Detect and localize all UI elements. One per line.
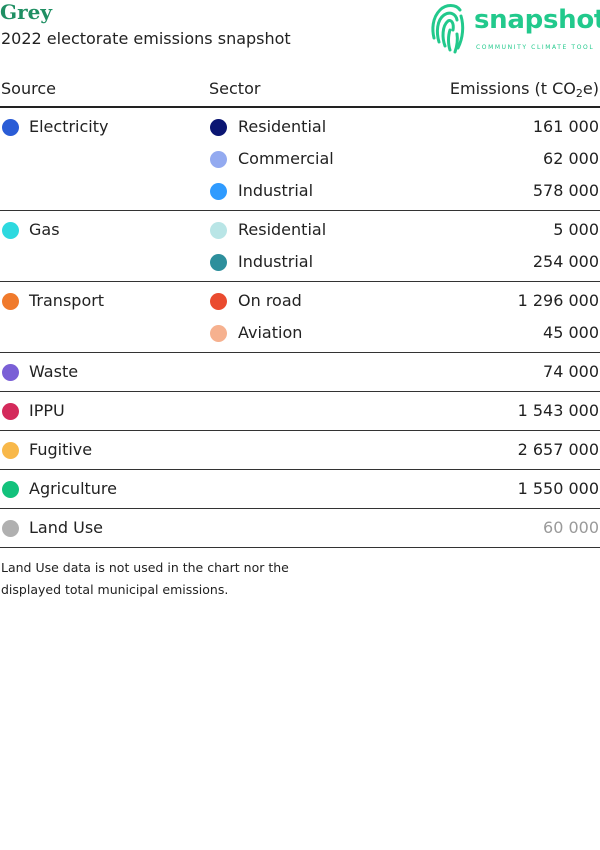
sector-color-dot (210, 151, 227, 168)
emissions-value: 74 000 (543, 362, 599, 381)
footnote: Land Use data is not used in the chart n… (1, 560, 289, 597)
table-header: Source Sector Emissions (t CO2e) (0, 72, 600, 108)
sector-color-dot (210, 293, 227, 310)
page-subtitle: 2022 electorate emissions snapshot (1, 29, 291, 48)
emissions-value: 161 000 (532, 117, 599, 136)
header: Grey 2022 electorate emissions snapshot … (0, 0, 600, 72)
emissions-value: 578 000 (532, 181, 599, 200)
source-group: Agriculture 1 550 000 (0, 470, 600, 509)
source-group: IPPU 1 543 000 (0, 392, 600, 431)
sector-label: Industrial (238, 252, 314, 271)
sector-label: On road (238, 291, 302, 310)
source-color-dot (2, 222, 19, 239)
column-header-emissions: Emissions (t CO2e) (450, 79, 599, 100)
source-color-dot (2, 119, 19, 136)
source-label: Land Use (29, 518, 103, 537)
source-label: Transport (29, 291, 105, 310)
source-label: Electricity (29, 117, 109, 136)
logo-tagline: COMMUNITY CLIMATE TOOL (476, 44, 595, 51)
emissions-table-body: Electricity Residential 161 000 Commercial 6… (0, 108, 600, 548)
emissions-value: 60 000 (543, 518, 599, 537)
source-color-dot (2, 364, 19, 381)
source-group: Transport On road 1 296 000 Aviation 45 000 (0, 282, 600, 353)
sector-label: Industrial (238, 181, 314, 200)
table-row: IPPU 1 543 000 (0, 398, 600, 430)
emissions-value: 254 000 (532, 252, 599, 271)
table-row: Transport On road 1 296 000 (0, 288, 600, 320)
table-row: Waste 74 000 (0, 359, 600, 391)
column-header-source: Source (1, 79, 56, 98)
emissions-value: 1 543 000 (517, 401, 599, 420)
source-label: Gas (29, 220, 60, 239)
snapshot-logo: snapshot COMMUNITY CLIMATE TOOL (428, 0, 600, 56)
source-label: Fugitive (29, 440, 93, 459)
sector-label: Residential (238, 117, 327, 136)
emissions-header-prefix: Emissions (t CO (449, 79, 576, 98)
source-group: Land Use 60 000 (0, 509, 600, 548)
source-group: Waste 74 000 (0, 353, 600, 392)
emissions-value: 62 000 (543, 149, 599, 168)
emissions-header-suffix: e) (582, 79, 599, 98)
table-row: Commercial 62 000 (0, 146, 600, 178)
sector-color-dot (210, 325, 227, 342)
source-color-dot (2, 293, 19, 310)
logo-wordmark: snapshot (474, 5, 600, 35)
sector-color-dot (210, 119, 227, 136)
table-row: Industrial 578 000 (0, 178, 600, 210)
table-row: Agriculture 1 550 000 (0, 476, 600, 508)
sector-label: Commercial (238, 149, 334, 168)
source-label: IPPU (29, 401, 65, 420)
emissions-header-subscript: 2 (575, 87, 583, 100)
table-row: Gas Residential 5 000 (0, 217, 600, 249)
column-header-sector: Sector (209, 79, 261, 98)
sector-color-dot (210, 183, 227, 200)
emissions-value: 45 000 (543, 323, 599, 342)
sector-label: Residential (238, 220, 327, 239)
table-row: Fugitive 2 657 000 (0, 437, 600, 469)
source-group: Gas Residential 5 000 Industrial 254 000 (0, 211, 600, 282)
emissions-value: 2 657 000 (517, 440, 599, 459)
fingerprint-icon (431, 4, 465, 54)
emissions-value: 1 550 000 (517, 479, 599, 498)
table-row: Land Use 60 000 (0, 515, 600, 547)
emissions-value: 1 296 000 (517, 291, 599, 310)
source-group: Fugitive 2 657 000 (0, 431, 600, 470)
table-row: Aviation 45 000 (0, 320, 600, 352)
source-label: Waste (29, 362, 79, 381)
source-color-dot (2, 520, 19, 537)
source-color-dot (2, 442, 19, 459)
table-row: Electricity Residential 161 000 (0, 114, 600, 146)
source-color-dot (2, 403, 19, 420)
source-label: Agriculture (29, 479, 117, 498)
source-group: Electricity Residential 161 000 Commercial 6… (0, 108, 600, 211)
table-row: Industrial 254 000 (0, 249, 600, 281)
sector-label: Aviation (238, 323, 303, 342)
source-color-dot (2, 481, 19, 498)
emissions-value: 5 000 (553, 220, 599, 239)
page-title: Grey (0, 0, 52, 24)
sector-color-dot (210, 222, 227, 239)
sector-color-dot (210, 254, 227, 271)
